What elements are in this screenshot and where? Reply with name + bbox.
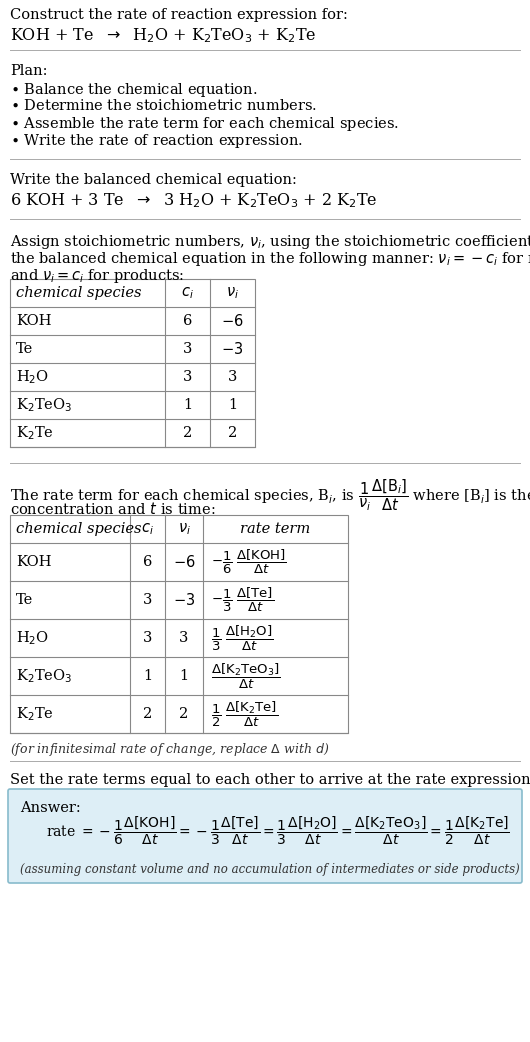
Text: $\bullet$ Write the rate of reaction expression.: $\bullet$ Write the rate of reaction exp… [10,132,303,150]
Text: 1: 1 [228,398,237,412]
Text: $\bullet$ Assemble the rate term for each chemical species.: $\bullet$ Assemble the rate term for eac… [10,115,399,133]
Text: The rate term for each chemical species, B$_i$, is $\dfrac{1}{\nu_i}\dfrac{\Delt: The rate term for each chemical species,… [10,477,530,513]
Text: rate $= -\dfrac{1}{6}\dfrac{\Delta[\mathrm{KOH}]}{\Delta t} = -\dfrac{1}{3}\dfra: rate $= -\dfrac{1}{6}\dfrac{\Delta[\math… [46,815,510,847]
Text: H$_2$O: H$_2$O [16,368,49,386]
Text: $c_i$: $c_i$ [141,521,154,537]
Text: 6 KOH + 3 Te  $\rightarrow$  3 H$_2$O + K$_2$TeO$_3$ + 2 K$_2$Te: 6 KOH + 3 Te $\rightarrow$ 3 H$_2$O + K$… [10,191,377,209]
Text: concentration and $t$ is time:: concentration and $t$ is time: [10,501,216,517]
Text: K$_2$Te: K$_2$Te [16,424,54,442]
Text: 2: 2 [228,426,237,440]
Text: 1: 1 [143,669,152,683]
Text: $-\dfrac{1}{6}$ $\dfrac{\Delta[\mathrm{KOH}]}{\Delta t}$: $-\dfrac{1}{6}$ $\dfrac{\Delta[\mathrm{K… [211,548,287,576]
Text: 6: 6 [143,555,152,569]
Text: Assign stoichiometric numbers, $\nu_i$, using the stoichiometric coefficients, $: Assign stoichiometric numbers, $\nu_i$, … [10,233,530,251]
Text: and $\nu_i = c_i$ for products:: and $\nu_i = c_i$ for products: [10,267,184,286]
Text: $\nu_i$: $\nu_i$ [178,521,190,537]
Text: Te: Te [16,593,33,607]
Text: chemical species: chemical species [16,522,142,536]
Text: K$_2$TeO$_3$: K$_2$TeO$_3$ [16,667,72,685]
Text: Set the rate terms equal to each other to arrive at the rate expression:: Set the rate terms equal to each other t… [10,773,530,787]
Text: 3: 3 [183,370,192,384]
Text: (for infinitesimal rate of change, replace $\Delta$ with $d$): (for infinitesimal rate of change, repla… [10,741,329,758]
Text: K$_2$TeO$_3$: K$_2$TeO$_3$ [16,396,72,414]
FancyBboxPatch shape [8,789,522,883]
Text: 3: 3 [183,342,192,356]
Text: $-3$: $-3$ [173,592,195,607]
Text: $-3$: $-3$ [222,341,244,357]
Text: $-\dfrac{1}{3}$ $\dfrac{\Delta[\mathrm{Te}]}{\Delta t}$: $-\dfrac{1}{3}$ $\dfrac{\Delta[\mathrm{T… [211,586,274,614]
Text: 2: 2 [183,426,192,440]
Text: 1: 1 [183,398,192,412]
Text: H$_2$O: H$_2$O [16,629,49,647]
Text: 1: 1 [180,669,189,683]
Text: $c_i$: $c_i$ [181,286,194,301]
Text: $\dfrac{\Delta[\mathrm{K_2TeO_3}]}{\Delta t}$: $\dfrac{\Delta[\mathrm{K_2TeO_3}]}{\Delt… [211,662,280,691]
Text: KOH: KOH [16,555,51,569]
Text: Te: Te [16,342,33,356]
Text: 3: 3 [143,631,152,645]
Text: 2: 2 [179,708,189,721]
Text: $\bullet$ Balance the chemical equation.: $\bullet$ Balance the chemical equation. [10,81,258,99]
Text: KOH: KOH [16,314,51,328]
Text: $\bullet$ Determine the stoichiometric numbers.: $\bullet$ Determine the stoichiometric n… [10,98,317,113]
Text: $\dfrac{1}{2}$ $\dfrac{\Delta[\mathrm{K_2Te}]}{\Delta t}$: $\dfrac{1}{2}$ $\dfrac{\Delta[\mathrm{K_… [211,699,278,728]
Text: 2: 2 [143,708,152,721]
Text: 6: 6 [183,314,192,328]
Text: Plan:: Plan: [10,64,48,78]
Text: the balanced chemical equation in the following manner: $\nu_i = -c_i$ for react: the balanced chemical equation in the fo… [10,250,530,268]
Text: 3: 3 [143,593,152,607]
Text: rate term: rate term [241,522,311,536]
Text: chemical species: chemical species [16,286,142,300]
Text: $\dfrac{1}{3}$ $\dfrac{\Delta[\mathrm{H_2O}]}{\Delta t}$: $\dfrac{1}{3}$ $\dfrac{\Delta[\mathrm{H_… [211,623,273,652]
Text: Write the balanced chemical equation:: Write the balanced chemical equation: [10,173,297,187]
Text: Answer:: Answer: [20,801,81,815]
Text: $-6$: $-6$ [173,554,196,570]
Text: $\nu_i$: $\nu_i$ [226,286,239,301]
Text: $-6$: $-6$ [221,313,244,329]
Bar [10,279,255,447]
Bar [10,515,348,733]
Text: Construct the rate of reaction expression for:: Construct the rate of reaction expressio… [10,8,348,22]
Text: (assuming constant volume and no accumulation of intermediates or side products): (assuming constant volume and no accumul… [20,863,520,876]
Text: KOH + Te  $\rightarrow$  H$_2$O + K$_2$TeO$_3$ + K$_2$Te: KOH + Te $\rightarrow$ H$_2$O + K$_2$TeO… [10,26,316,45]
Text: K$_2$Te: K$_2$Te [16,705,54,723]
Text: 3: 3 [228,370,237,384]
Text: 3: 3 [179,631,189,645]
